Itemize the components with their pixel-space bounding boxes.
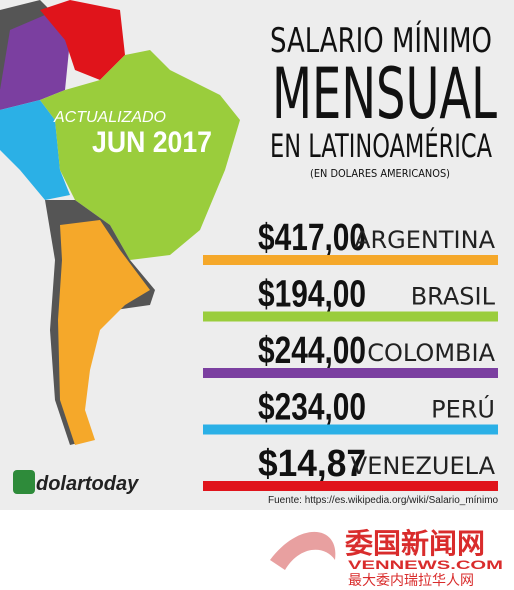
logo: dolartoday (36, 473, 139, 495)
color-bar (203, 481, 498, 491)
amount: $244,00 (258, 330, 366, 372)
map-argentina (58, 220, 150, 445)
watermark-tagline: 最大委内瑞拉华人网 (348, 572, 474, 588)
badge-line1: ACTUALIZADO (53, 109, 166, 126)
amount: $14,87 (258, 443, 366, 485)
country: COLOMBIA (367, 339, 495, 367)
title-line2: MENSUAL (272, 53, 497, 135)
map-venezuela (40, 0, 125, 80)
title-line1: SALARIO MÍNIMO (270, 20, 492, 61)
amount: $417,00 (258, 217, 366, 259)
country: VENEZUELA (351, 452, 496, 480)
map-peru (0, 100, 70, 200)
amount: $234,00 (258, 387, 366, 429)
watermark-title: 委国新闻网 (344, 528, 485, 559)
badge-line2: JUN 2017 (92, 126, 212, 159)
logo-icon (13, 470, 35, 494)
amount: $194,00 (258, 274, 366, 316)
color-bar (203, 255, 498, 265)
map-brazil (40, 50, 240, 260)
color-bar (203, 311, 498, 322)
source: Fuente: https://es.wikipedia.org/wiki/Sa… (268, 495, 499, 506)
map-colombia (0, 15, 70, 110)
country: BRASIL (411, 283, 496, 311)
title-line3: EN LATINOAMÉRICA (270, 127, 492, 165)
country: PERÚ (431, 394, 495, 424)
watermark-logo (270, 531, 336, 570)
country: ARGENTINA (354, 226, 496, 254)
color-bar (203, 424, 498, 435)
map (0, 0, 240, 445)
subtitle: (EN DOLARES AMERICANOS) (310, 167, 450, 180)
watermark-domain: VENNEWS.COM (348, 558, 503, 572)
color-bar (203, 368, 498, 378)
